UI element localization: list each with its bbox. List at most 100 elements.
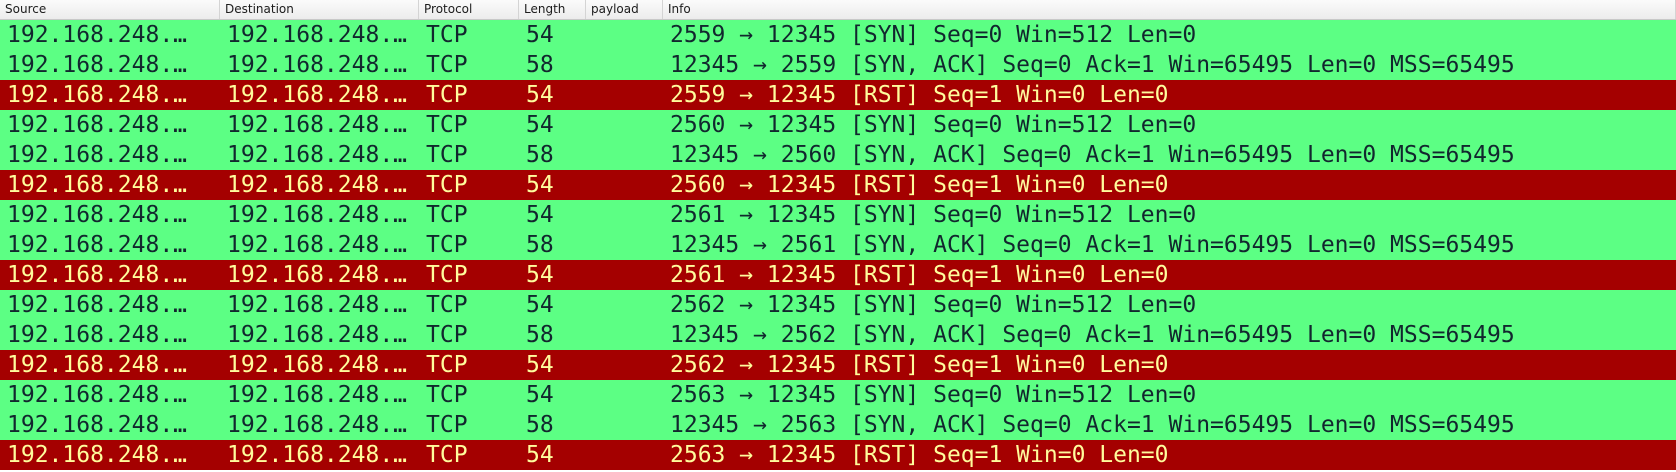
cell-payload xyxy=(586,260,663,290)
cell-protocol: TCP xyxy=(426,142,468,168)
cell-info: 12345 → 2560 [SYN, ACK] Seq=0 Ack=1 Win=… xyxy=(670,142,1515,168)
cell-destination: 192.168.248.… xyxy=(227,412,408,438)
cell-payload xyxy=(586,290,663,320)
cell-length: 54 xyxy=(526,382,554,408)
cell-source: 192.168.248.… xyxy=(7,322,188,348)
cell-info: 2562 → 12345 [SYN] Seq=0 Win=512 Len=0 xyxy=(670,292,1197,318)
packet-rows: 192.168.248.… 192.168.248.… TCP 54 2559 → 12… xyxy=(0,20,1676,470)
column-header-payload[interactable]: payload xyxy=(586,0,663,19)
packet-row[interactable]: 192.168.248.… 192.168.248.… TCP 54 2562 → 12… xyxy=(0,290,1676,320)
cell-info: 2562 → 12345 [RST] Seq=1 Win=0 Len=0 xyxy=(670,352,1169,378)
column-header-length[interactable]: Length xyxy=(519,0,586,19)
cell-length: 54 xyxy=(526,292,554,318)
cell-source: 192.168.248.… xyxy=(7,262,188,288)
cell-payload xyxy=(586,410,663,440)
cell-info: 12345 → 2561 [SYN, ACK] Seq=0 Ack=1 Win=… xyxy=(670,232,1515,258)
cell-length: 54 xyxy=(526,202,554,228)
cell-protocol: TCP xyxy=(426,172,468,198)
cell-protocol: TCP xyxy=(426,382,468,408)
packet-row[interactable]: 192.168.248.… 192.168.248.… TCP 58 12345 → 2… xyxy=(0,140,1676,170)
cell-destination: 192.168.248.… xyxy=(227,232,408,258)
cell-protocol: TCP xyxy=(426,22,468,48)
cell-payload xyxy=(586,350,663,380)
cell-protocol: TCP xyxy=(426,112,468,138)
packet-row[interactable]: 192.168.248.… 192.168.248.… TCP 54 2563 → 12… xyxy=(0,440,1676,470)
cell-length: 58 xyxy=(526,52,554,78)
cell-payload xyxy=(586,320,663,350)
column-header-protocol[interactable]: Protocol xyxy=(419,0,519,19)
packet-row[interactable]: 192.168.248.… 192.168.248.… TCP 54 2561 → 12… xyxy=(0,200,1676,230)
cell-info: 2559 → 12345 [SYN] Seq=0 Win=512 Len=0 xyxy=(670,22,1197,48)
packet-row[interactable]: 192.168.248.… 192.168.248.… TCP 54 2561 → 12… xyxy=(0,260,1676,290)
cell-info: 12345 → 2563 [SYN, ACK] Seq=0 Ack=1 Win=… xyxy=(670,412,1515,438)
column-header-info[interactable]: Info xyxy=(663,0,1676,19)
packet-row[interactable]: 192.168.248.… 192.168.248.… TCP 54 2559 → 12… xyxy=(0,20,1676,50)
cell-source: 192.168.248.… xyxy=(7,232,188,258)
cell-info: 2561 → 12345 [SYN] Seq=0 Win=512 Len=0 xyxy=(670,202,1197,228)
cell-length: 54 xyxy=(526,172,554,198)
cell-source: 192.168.248.… xyxy=(7,142,188,168)
cell-length: 54 xyxy=(526,82,554,108)
packet-row[interactable]: 192.168.248.… 192.168.248.… TCP 54 2562 → 12… xyxy=(0,350,1676,380)
cell-destination: 192.168.248.… xyxy=(227,202,408,228)
cell-length: 54 xyxy=(526,22,554,48)
column-header-source[interactable]: Source xyxy=(0,0,220,19)
packet-row[interactable]: 192.168.248.… 192.168.248.… TCP 54 2560 → 12… xyxy=(0,170,1676,200)
packet-list-header: Source Destination Protocol Length paylo… xyxy=(0,0,1676,20)
cell-protocol: TCP xyxy=(426,352,468,378)
cell-destination: 192.168.248.… xyxy=(227,112,408,138)
cell-source: 192.168.248.… xyxy=(7,112,188,138)
cell-source: 192.168.248.… xyxy=(7,82,188,108)
cell-destination: 192.168.248.… xyxy=(227,262,408,288)
cell-protocol: TCP xyxy=(426,232,468,258)
packet-row[interactable]: 192.168.248.… 192.168.248.… TCP 54 2559 → 12… xyxy=(0,80,1676,110)
cell-protocol: TCP xyxy=(426,322,468,348)
cell-length: 58 xyxy=(526,232,554,258)
cell-protocol: TCP xyxy=(426,292,468,318)
cell-destination: 192.168.248.… xyxy=(227,352,408,378)
cell-payload xyxy=(586,80,663,110)
cell-payload xyxy=(586,140,663,170)
cell-payload xyxy=(586,50,663,80)
cell-source: 192.168.248.… xyxy=(7,202,188,228)
cell-source: 192.168.248.… xyxy=(7,382,188,408)
packet-row[interactable]: 192.168.248.… 192.168.248.… TCP 58 12345 → 2… xyxy=(0,320,1676,350)
cell-destination: 192.168.248.… xyxy=(227,52,408,78)
cell-source: 192.168.248.… xyxy=(7,292,188,318)
cell-payload xyxy=(586,110,663,140)
cell-payload xyxy=(586,440,663,470)
packet-row[interactable]: 192.168.248.… 192.168.248.… TCP 58 12345 → 2… xyxy=(0,230,1676,260)
cell-protocol: TCP xyxy=(426,52,468,78)
packet-row[interactable]: 192.168.248.… 192.168.248.… TCP 54 2563 → 12… xyxy=(0,380,1676,410)
cell-source: 192.168.248.… xyxy=(7,22,188,48)
cell-destination: 192.168.248.… xyxy=(227,292,408,318)
packet-row[interactable]: 192.168.248.… 192.168.248.… TCP 58 12345 → 2… xyxy=(0,50,1676,80)
cell-length: 54 xyxy=(526,262,554,288)
cell-info: 2563 → 12345 [SYN] Seq=0 Win=512 Len=0 xyxy=(670,382,1197,408)
cell-length: 54 xyxy=(526,352,554,378)
cell-info: 12345 → 2562 [SYN, ACK] Seq=0 Ack=1 Win=… xyxy=(670,322,1515,348)
cell-protocol: TCP xyxy=(426,202,468,228)
cell-length: 58 xyxy=(526,322,554,348)
packet-row[interactable]: 192.168.248.… 192.168.248.… TCP 58 12345 → 2… xyxy=(0,410,1676,440)
cell-payload xyxy=(586,380,663,410)
cell-destination: 192.168.248.… xyxy=(227,22,408,48)
cell-info: 2560 → 12345 [SYN] Seq=0 Win=512 Len=0 xyxy=(670,112,1197,138)
cell-length: 58 xyxy=(526,142,554,168)
column-header-destination[interactable]: Destination xyxy=(220,0,419,19)
cell-info: 2560 → 12345 [RST] Seq=1 Win=0 Len=0 xyxy=(670,172,1169,198)
cell-protocol: TCP xyxy=(426,262,468,288)
cell-source: 192.168.248.… xyxy=(7,412,188,438)
cell-payload xyxy=(586,200,663,230)
cell-info: 12345 → 2559 [SYN, ACK] Seq=0 Ack=1 Win=… xyxy=(670,52,1515,78)
packet-row[interactable]: 192.168.248.… 192.168.248.… TCP 54 2560 → 12… xyxy=(0,110,1676,140)
cell-destination: 192.168.248.… xyxy=(227,322,408,348)
cell-destination: 192.168.248.… xyxy=(227,382,408,408)
cell-info: 2563 → 12345 [RST] Seq=1 Win=0 Len=0 xyxy=(670,442,1169,468)
cell-source: 192.168.248.… xyxy=(7,52,188,78)
cell-destination: 192.168.248.… xyxy=(227,442,408,468)
cell-length: 54 xyxy=(526,442,554,468)
cell-source: 192.168.248.… xyxy=(7,172,188,198)
cell-payload xyxy=(586,230,663,260)
